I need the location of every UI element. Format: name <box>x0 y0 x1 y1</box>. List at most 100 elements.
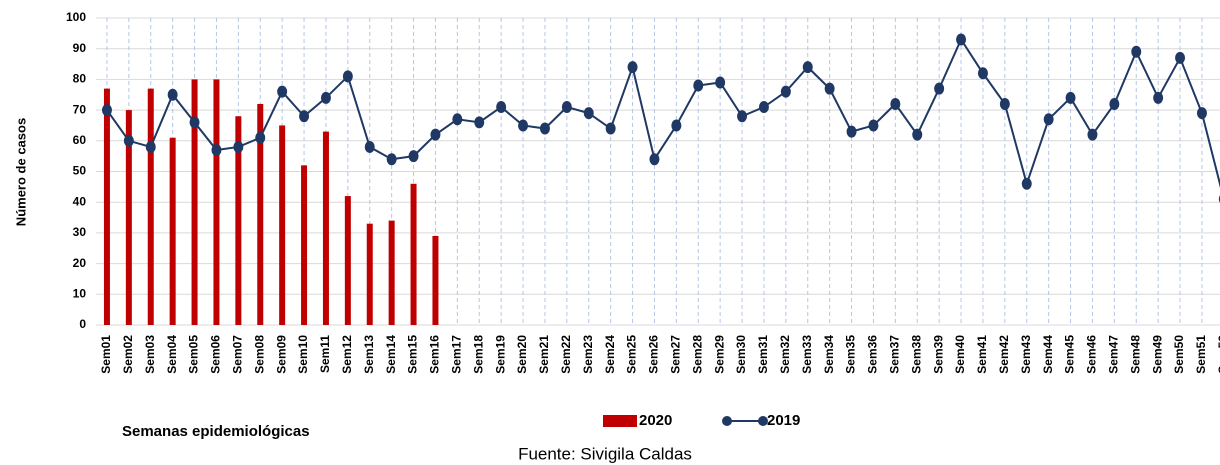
x-tick-label: Sem41 <box>975 335 989 374</box>
marker <box>934 82 945 95</box>
marker <box>824 82 835 95</box>
bar <box>257 103 264 326</box>
x-tick-label: Sem17 <box>450 335 464 374</box>
x-tick-label: Sem18 <box>471 335 485 374</box>
x-tick-label: Sem50 <box>1172 335 1186 374</box>
bar <box>191 79 198 326</box>
marker <box>189 116 200 129</box>
y-tick-label: 20 <box>73 256 87 270</box>
x-tick-label: Sem08 <box>252 335 266 374</box>
marker <box>649 153 660 166</box>
marker <box>342 70 353 83</box>
x-tick-label: Sem07 <box>231 335 245 374</box>
marker <box>364 140 375 153</box>
bar <box>125 110 132 325</box>
marker <box>430 128 441 141</box>
y-tick-label: 100 <box>66 10 86 24</box>
x-axis-label: Semanas epidemiológicas <box>122 423 310 440</box>
bar <box>279 125 286 325</box>
marker <box>145 140 156 153</box>
bar <box>322 131 329 325</box>
y-tick-label: 10 <box>73 286 87 300</box>
x-tick-label: Sem05 <box>187 335 201 374</box>
marker <box>299 110 310 123</box>
x-tick-label: Sem33 <box>800 335 814 374</box>
x-tick-label: Sem01 <box>99 335 113 374</box>
marker <box>912 128 923 141</box>
marker <box>211 144 222 157</box>
x-tick-label: Sem39 <box>931 335 945 374</box>
marker <box>518 119 529 132</box>
marker <box>1131 45 1142 58</box>
marker <box>737 110 748 123</box>
x-tick-label: Sem03 <box>143 335 157 374</box>
x-tick-label: Sem09 <box>274 335 288 374</box>
y-tick-label: 70 <box>73 102 87 116</box>
marker <box>320 91 331 104</box>
legend-marker <box>722 416 732 426</box>
marker <box>277 85 288 98</box>
legend-swatch <box>603 415 637 427</box>
x-tick-label: Sem19 <box>493 335 507 374</box>
x-tick-label: Sem30 <box>734 335 748 374</box>
y-axis-label: Número de casos <box>13 118 28 226</box>
x-tick-label: Sem15 <box>406 335 420 374</box>
x-tick-label: Sem27 <box>669 335 683 374</box>
y-tick-label: 80 <box>73 72 87 86</box>
marker <box>255 131 266 144</box>
y-tick-label: 60 <box>73 133 87 147</box>
x-tick-label: Sem25 <box>625 335 639 374</box>
x-tick-label: Sem43 <box>1019 335 1033 374</box>
marker <box>956 33 967 46</box>
x-tick-label: Sem22 <box>559 335 573 374</box>
legend-marker <box>758 416 768 426</box>
x-tick-label: Sem51 <box>1194 335 1208 374</box>
x-tick-label: Sem20 <box>515 335 529 374</box>
x-tick-label: Sem12 <box>340 335 354 374</box>
bar <box>147 88 154 325</box>
x-tick-label: Sem45 <box>1063 335 1077 374</box>
marker <box>1065 91 1076 104</box>
x-tick-label: Sem11 <box>318 335 332 373</box>
marker <box>561 101 572 114</box>
x-tick-label: Sem48 <box>1128 335 1142 374</box>
marker <box>123 134 134 147</box>
marker <box>890 97 901 110</box>
x-tick-label: Sem38 <box>909 335 923 374</box>
marker <box>977 67 988 80</box>
marker <box>868 119 879 132</box>
marker <box>167 88 178 101</box>
x-tick-label: Sem37 <box>888 335 902 374</box>
marker <box>1109 97 1120 110</box>
marker <box>671 119 682 132</box>
bar <box>169 137 176 325</box>
x-tick-label: Sem36 <box>866 335 880 374</box>
marker <box>758 101 769 114</box>
x-tick-label: Sem21 <box>537 335 551 374</box>
x-tick-label: Sem24 <box>603 335 617 374</box>
marker <box>605 122 616 135</box>
marker <box>101 104 112 117</box>
x-tick-label: Sem02 <box>121 335 135 374</box>
x-tick-label: Sem04 <box>165 335 179 374</box>
x-tick-label: Sem23 <box>581 335 595 374</box>
bar <box>103 88 110 325</box>
marker <box>452 113 463 126</box>
x-tick-label: Sem16 <box>428 335 442 374</box>
x-tick-label: Sem06 <box>209 335 223 374</box>
bar <box>410 183 417 325</box>
marker <box>780 85 791 98</box>
marker <box>408 150 419 163</box>
bar <box>366 223 373 325</box>
y-tick-label: 90 <box>73 41 87 55</box>
x-tick-label: Sem26 <box>647 335 661 374</box>
x-tick-label: Sem35 <box>844 335 858 374</box>
marker <box>846 125 857 138</box>
bar <box>388 220 395 325</box>
bar <box>213 79 220 326</box>
x-tick-label: Sem40 <box>953 335 967 374</box>
legend-label: 2019 <box>767 412 800 429</box>
x-tick-label: Sem44 <box>1041 335 1055 374</box>
marker <box>1175 51 1186 64</box>
